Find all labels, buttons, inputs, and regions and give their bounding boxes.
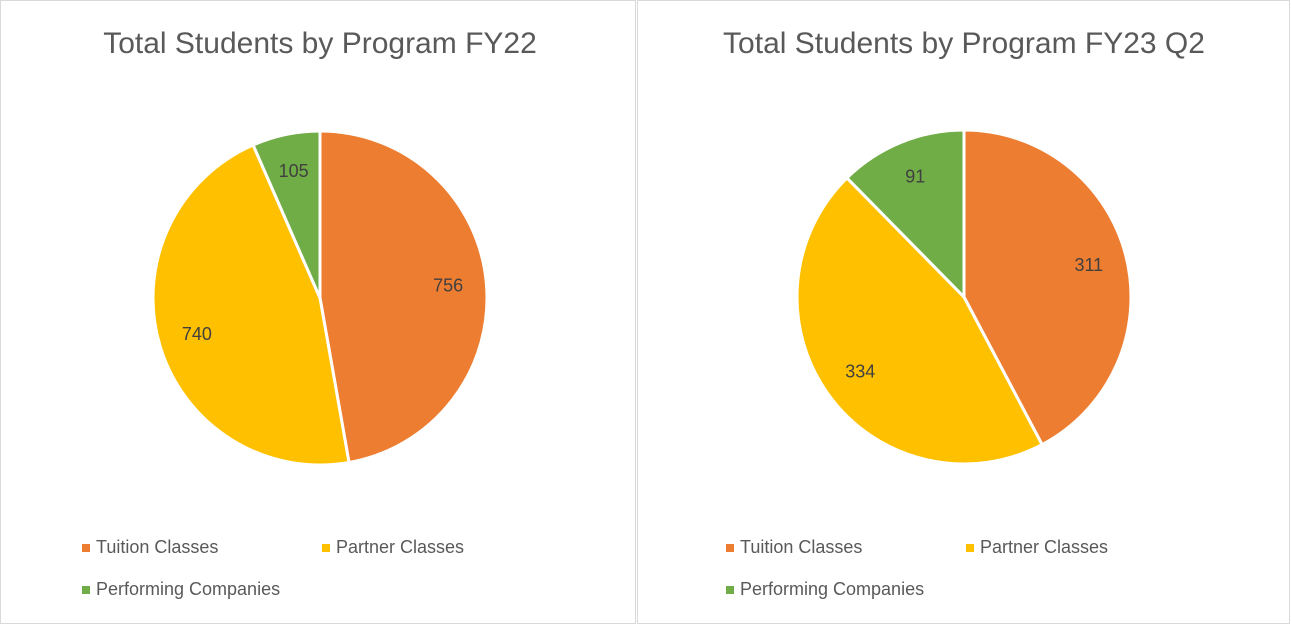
legend-label: Partner Classes bbox=[336, 537, 464, 557]
pie-slice bbox=[151, 143, 351, 467]
data-label: 740 bbox=[182, 324, 212, 344]
legend-label: Performing Companies bbox=[96, 579, 280, 599]
pie-slice bbox=[251, 129, 322, 299]
pie-slice bbox=[318, 129, 489, 465]
legend-label: Tuition Classes bbox=[96, 537, 218, 557]
data-label: 91 bbox=[905, 167, 925, 187]
pie-slice bbox=[844, 128, 966, 301]
data-label: 756 bbox=[433, 276, 463, 296]
legend-swatch bbox=[966, 544, 974, 552]
data-label: 334 bbox=[845, 362, 875, 382]
legend-swatch bbox=[726, 586, 734, 594]
legend-swatch bbox=[82, 586, 90, 594]
chart-title: Total Students by Program FY22 bbox=[103, 27, 537, 60]
legend-label: Partner Classes bbox=[980, 537, 1108, 557]
legend-swatch bbox=[82, 544, 90, 552]
data-label: 311 bbox=[1074, 255, 1103, 275]
data-label: 105 bbox=[279, 161, 309, 181]
pie-slice bbox=[795, 175, 1045, 466]
pie-slice bbox=[962, 128, 1133, 447]
chart-title: Total Students by Program FY23 Q2 bbox=[723, 27, 1205, 60]
legend-label: Tuition Classes bbox=[740, 537, 862, 557]
legend-swatch bbox=[726, 544, 734, 552]
legend-swatch bbox=[322, 544, 330, 552]
legend-label: Performing Companies bbox=[740, 579, 924, 599]
